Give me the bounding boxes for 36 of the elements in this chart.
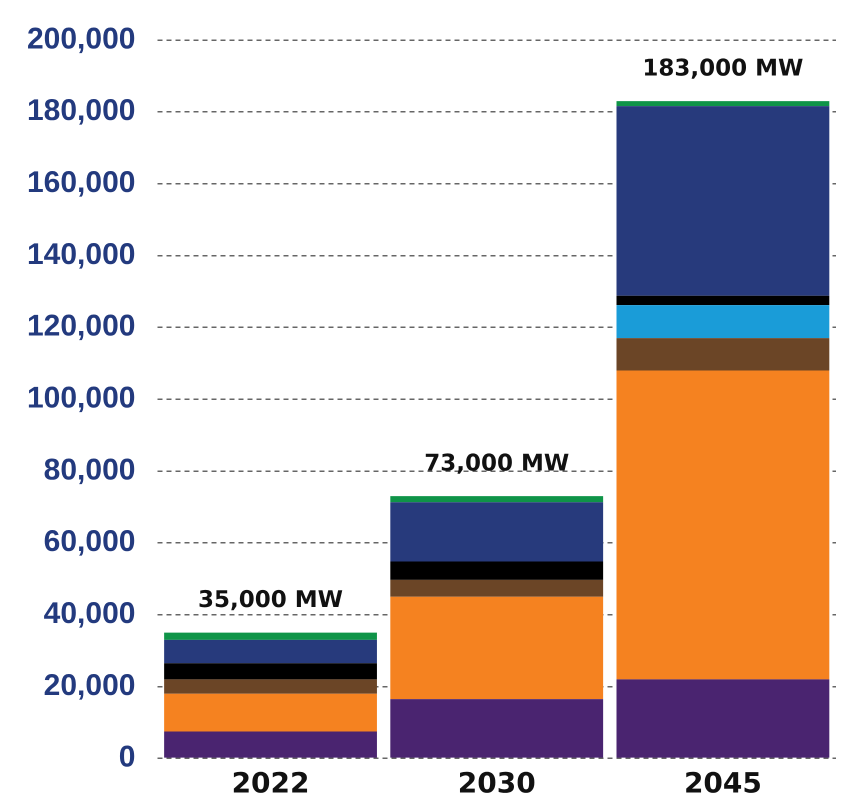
y-tick-label: 60,000: [44, 525, 136, 558]
y-tick-label: 120,000: [26, 310, 136, 343]
bar: [616, 106, 830, 296]
y-tick-label: 200,000: [26, 22, 136, 56]
bar: [616, 370, 830, 680]
total-label: 73,000 MW: [424, 450, 570, 477]
x-tick-label: 2045: [684, 766, 762, 800]
total-label: 183,000 MW: [642, 56, 804, 82]
bar: [390, 596, 604, 700]
x-tick-label: 2022: [232, 766, 310, 800]
bar: [164, 663, 377, 680]
total-label: 35,000 MW: [198, 587, 344, 614]
bar: [164, 632, 377, 640]
y-tick-label: 140,000: [26, 238, 136, 271]
bar: [616, 338, 830, 370]
bar: [164, 731, 377, 758]
y-tick-label: 80,000: [44, 453, 136, 486]
bar: [616, 101, 830, 106]
bar: [616, 679, 830, 758]
bar: [390, 502, 604, 562]
bar: [164, 640, 377, 664]
y-tick-label: 0: [118, 740, 136, 774]
bar: [390, 580, 604, 597]
bar: [390, 699, 604, 758]
y-tick-label: 100,000: [26, 381, 136, 414]
bar: [164, 679, 377, 694]
y-tick-label: 40,000: [44, 596, 136, 630]
bar: [616, 296, 830, 306]
bar: [616, 305, 830, 338]
bar: [390, 496, 604, 502]
x-tick-label: 2030: [458, 766, 536, 800]
y-tick-label: 160,000: [26, 166, 136, 199]
y-tick-label: 180,000: [26, 94, 136, 128]
bar: [164, 694, 377, 732]
bar: [390, 562, 604, 580]
y-tick-label: 20,000: [44, 668, 136, 702]
